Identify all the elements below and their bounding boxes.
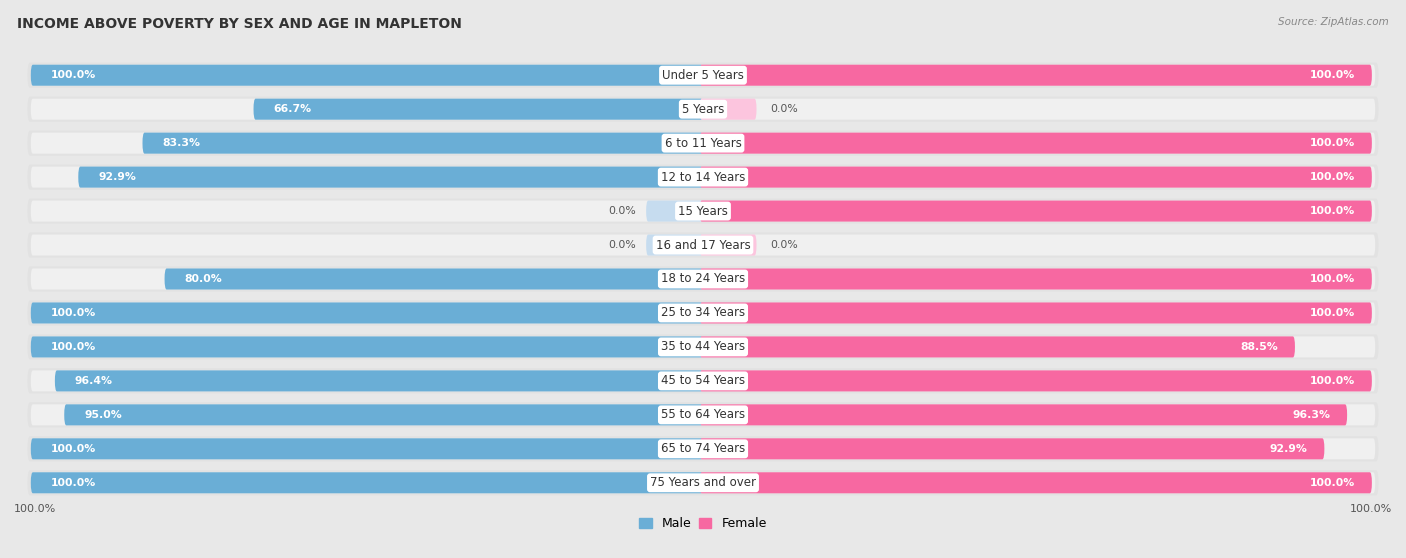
FancyBboxPatch shape: [142, 133, 703, 153]
FancyBboxPatch shape: [28, 165, 1378, 190]
Text: 100.0%: 100.0%: [1310, 274, 1355, 284]
Text: 6 to 11 Years: 6 to 11 Years: [665, 137, 741, 150]
Text: 0.0%: 0.0%: [770, 240, 797, 250]
FancyBboxPatch shape: [31, 200, 1375, 222]
FancyBboxPatch shape: [31, 472, 703, 493]
Text: 0.0%: 0.0%: [770, 104, 797, 114]
FancyBboxPatch shape: [31, 336, 1375, 358]
Text: 88.5%: 88.5%: [1240, 342, 1278, 352]
Text: 100.0%: 100.0%: [1350, 504, 1392, 514]
FancyBboxPatch shape: [28, 266, 1378, 292]
FancyBboxPatch shape: [700, 65, 1372, 86]
Text: 96.4%: 96.4%: [75, 376, 112, 386]
Text: 100.0%: 100.0%: [51, 478, 96, 488]
Text: 25 to 34 Years: 25 to 34 Years: [661, 306, 745, 320]
Text: 100.0%: 100.0%: [51, 342, 96, 352]
Text: 66.7%: 66.7%: [274, 104, 312, 114]
Text: 100.0%: 100.0%: [51, 444, 96, 454]
FancyBboxPatch shape: [31, 268, 1375, 290]
Text: 0.0%: 0.0%: [609, 206, 636, 216]
Text: 55 to 64 Years: 55 to 64 Years: [661, 408, 745, 421]
FancyBboxPatch shape: [253, 99, 703, 120]
Text: Source: ZipAtlas.com: Source: ZipAtlas.com: [1278, 17, 1389, 27]
FancyBboxPatch shape: [700, 472, 1372, 493]
Text: 15 Years: 15 Years: [678, 205, 728, 218]
FancyBboxPatch shape: [31, 405, 1375, 425]
FancyBboxPatch shape: [31, 302, 703, 324]
Text: 83.3%: 83.3%: [163, 138, 201, 148]
Text: 92.9%: 92.9%: [1270, 444, 1308, 454]
Text: 100.0%: 100.0%: [1310, 138, 1355, 148]
FancyBboxPatch shape: [700, 371, 1372, 391]
FancyBboxPatch shape: [65, 405, 703, 425]
Text: 100.0%: 100.0%: [1310, 376, 1355, 386]
FancyBboxPatch shape: [28, 436, 1378, 461]
FancyBboxPatch shape: [31, 65, 1375, 86]
Text: 0.0%: 0.0%: [609, 240, 636, 250]
Text: 95.0%: 95.0%: [84, 410, 122, 420]
Text: INCOME ABOVE POVERTY BY SEX AND AGE IN MAPLETON: INCOME ABOVE POVERTY BY SEX AND AGE IN M…: [17, 17, 461, 31]
Text: 100.0%: 100.0%: [1310, 70, 1355, 80]
FancyBboxPatch shape: [31, 99, 1375, 120]
Text: 100.0%: 100.0%: [51, 308, 96, 318]
FancyBboxPatch shape: [28, 368, 1378, 393]
FancyBboxPatch shape: [31, 234, 1375, 256]
FancyBboxPatch shape: [31, 65, 703, 86]
FancyBboxPatch shape: [28, 334, 1378, 359]
FancyBboxPatch shape: [28, 97, 1378, 122]
FancyBboxPatch shape: [31, 133, 1375, 153]
FancyBboxPatch shape: [700, 234, 756, 256]
FancyBboxPatch shape: [28, 62, 1378, 88]
FancyBboxPatch shape: [31, 167, 1375, 187]
FancyBboxPatch shape: [165, 268, 703, 290]
FancyBboxPatch shape: [647, 200, 703, 222]
FancyBboxPatch shape: [79, 167, 703, 187]
FancyBboxPatch shape: [647, 234, 703, 256]
FancyBboxPatch shape: [700, 133, 1372, 153]
FancyBboxPatch shape: [28, 402, 1378, 427]
Text: 100.0%: 100.0%: [1310, 478, 1355, 488]
FancyBboxPatch shape: [31, 438, 1375, 459]
Text: Under 5 Years: Under 5 Years: [662, 69, 744, 81]
FancyBboxPatch shape: [700, 99, 756, 120]
FancyBboxPatch shape: [31, 371, 1375, 391]
FancyBboxPatch shape: [700, 405, 1347, 425]
FancyBboxPatch shape: [28, 300, 1378, 325]
Text: 45 to 54 Years: 45 to 54 Years: [661, 374, 745, 387]
FancyBboxPatch shape: [31, 302, 1375, 324]
Text: 92.9%: 92.9%: [98, 172, 136, 182]
FancyBboxPatch shape: [700, 336, 1295, 358]
Text: 65 to 74 Years: 65 to 74 Years: [661, 442, 745, 455]
FancyBboxPatch shape: [31, 472, 1375, 493]
FancyBboxPatch shape: [55, 371, 703, 391]
FancyBboxPatch shape: [700, 200, 1372, 222]
FancyBboxPatch shape: [700, 167, 1372, 187]
Text: 100.0%: 100.0%: [51, 70, 96, 80]
Text: 75 Years and over: 75 Years and over: [650, 477, 756, 489]
Text: 80.0%: 80.0%: [184, 274, 222, 284]
FancyBboxPatch shape: [700, 302, 1372, 324]
FancyBboxPatch shape: [31, 438, 703, 459]
Text: 100.0%: 100.0%: [1310, 206, 1355, 216]
Text: 96.3%: 96.3%: [1292, 410, 1330, 420]
FancyBboxPatch shape: [31, 336, 703, 358]
FancyBboxPatch shape: [28, 233, 1378, 258]
Text: 100.0%: 100.0%: [14, 504, 56, 514]
FancyBboxPatch shape: [28, 470, 1378, 496]
Legend: Male, Female: Male, Female: [634, 512, 772, 535]
Text: 35 to 44 Years: 35 to 44 Years: [661, 340, 745, 353]
Text: 100.0%: 100.0%: [1310, 308, 1355, 318]
Text: 16 and 17 Years: 16 and 17 Years: [655, 238, 751, 252]
FancyBboxPatch shape: [28, 131, 1378, 156]
Text: 100.0%: 100.0%: [1310, 172, 1355, 182]
FancyBboxPatch shape: [700, 268, 1372, 290]
FancyBboxPatch shape: [28, 199, 1378, 224]
Text: 18 to 24 Years: 18 to 24 Years: [661, 272, 745, 286]
FancyBboxPatch shape: [700, 438, 1324, 459]
Text: 12 to 14 Years: 12 to 14 Years: [661, 171, 745, 184]
Text: 5 Years: 5 Years: [682, 103, 724, 116]
